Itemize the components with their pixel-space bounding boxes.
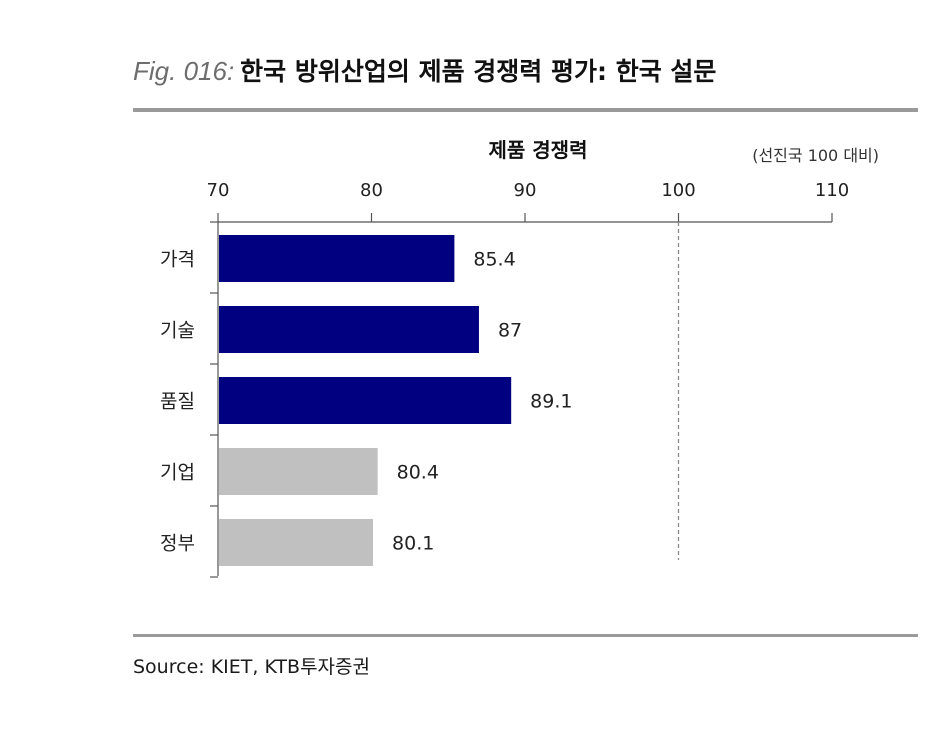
chart-title: 제품 경쟁력 xyxy=(489,138,588,162)
bar-2 xyxy=(219,306,479,353)
figure-label: Fig. 016: xyxy=(133,56,235,86)
top-divider xyxy=(133,108,918,112)
data-label: 89.1 xyxy=(530,391,572,413)
category-label: 기술 xyxy=(160,320,195,342)
bar-5 xyxy=(219,519,374,566)
bottom-divider xyxy=(133,634,918,637)
bar-4 xyxy=(219,448,378,495)
x-tick-label: 110 xyxy=(815,180,849,201)
figure-title-text: 한국 방위산업의 제품 경쟁력 평가: 한국 설문 xyxy=(240,57,717,86)
source-note: Source: KIET, KTB투자증권 xyxy=(133,656,370,678)
bar-1 xyxy=(219,235,455,282)
bar-3 xyxy=(219,377,512,424)
x-tick-label: 90 xyxy=(514,180,537,201)
category-label: 가격 xyxy=(160,249,195,271)
x-tick-label: 70 xyxy=(207,180,230,201)
bar-chart: 제품 경쟁력 (선진국 100 대비) 70 80 90 100 110 가격 85.4 기술… xyxy=(160,138,879,578)
category-label: 기업 xyxy=(160,462,195,484)
chart-plot-area: 70 80 90 100 110 가격 85.4 기술 87 품질 89.1 기업 80.4 정부 80.1 xyxy=(160,180,849,578)
category-label: 품질 xyxy=(160,391,195,413)
category-label: 정부 xyxy=(160,533,195,555)
data-label: 80.1 xyxy=(392,533,434,555)
unit-note: (선진국 100 대비) xyxy=(752,146,879,165)
data-label: 87 xyxy=(498,320,522,342)
x-tick-label: 100 xyxy=(661,180,695,201)
x-tick-label: 80 xyxy=(360,180,383,201)
data-label: 85.4 xyxy=(473,249,515,271)
figure-title: Fig. 016: 한국 방위산업의 제품 경쟁력 평가: 한국 설문 xyxy=(133,52,923,88)
data-label: 80.4 xyxy=(397,462,439,484)
